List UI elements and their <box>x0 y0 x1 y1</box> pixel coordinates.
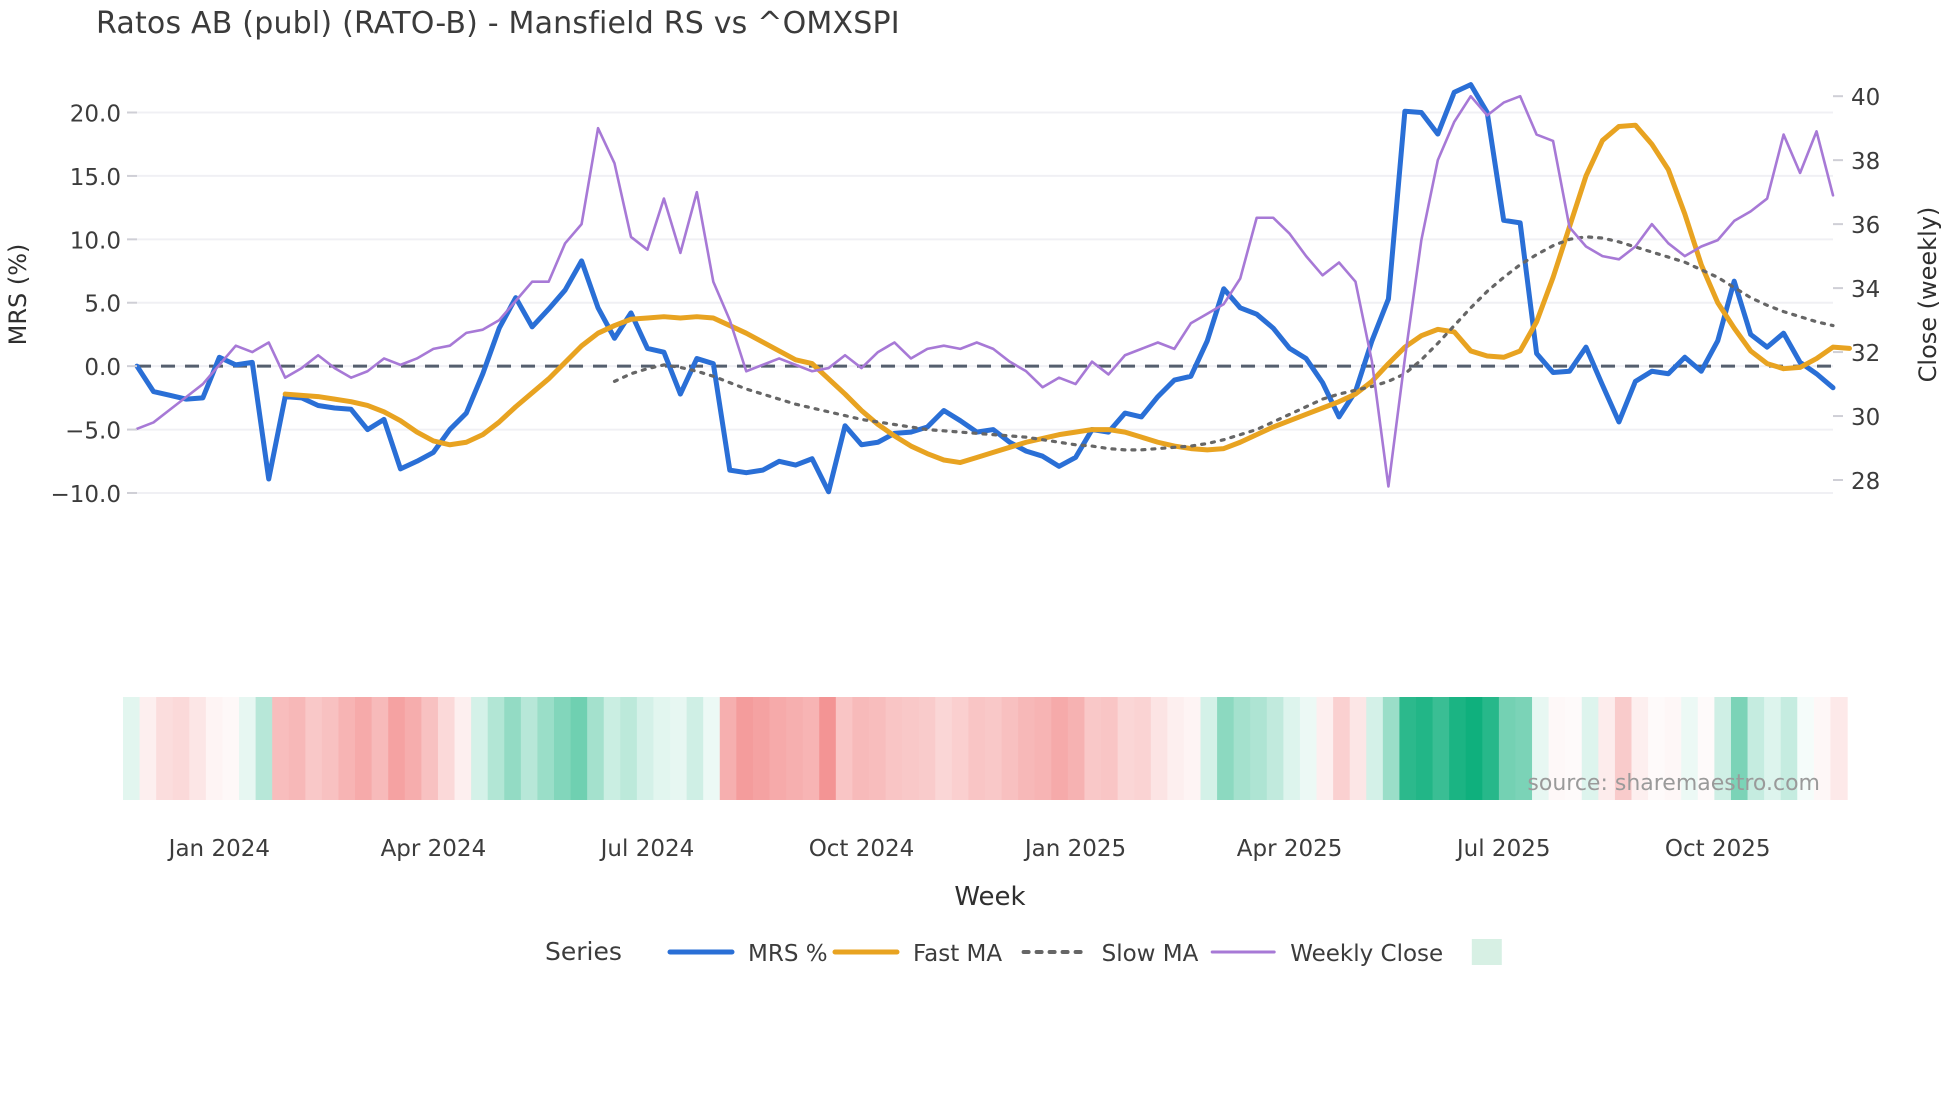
legend-item-swatch[interactable] <box>1471 939 1502 965</box>
x-axis-title: Week <box>954 882 1025 912</box>
legend-label: Fast MA <box>913 941 1002 967</box>
svg-text:36: 36 <box>1851 213 1880 239</box>
legend-item-mrs[interactable]: MRS % <box>667 941 828 967</box>
series-line-slow-ma <box>612 235 1835 452</box>
series-line-fast-ma <box>282 122 1852 466</box>
svg-text:15.0: 15.0 <box>70 165 121 191</box>
svg-text:Jan 2024: Jan 2024 <box>167 836 270 862</box>
legend-title: Series <box>545 937 622 966</box>
svg-text:Jul 2024: Jul 2024 <box>599 836 695 862</box>
svg-text:38: 38 <box>1851 149 1880 175</box>
svg-text:20.0: 20.0 <box>70 102 121 128</box>
svg-text:Oct 2024: Oct 2024 <box>809 836 915 862</box>
svg-text:Jan 2025: Jan 2025 <box>1023 836 1126 862</box>
source-attribution: source: sharemaestro.com <box>1527 771 1820 796</box>
left-axis-title: MRS (%) <box>4 244 32 346</box>
svg-text:Apr 2025: Apr 2025 <box>1237 836 1343 862</box>
legend-item-fast-ma[interactable]: Fast MA <box>832 941 1002 967</box>
legend-label: Weekly Close <box>1290 941 1443 967</box>
right-axis-tick-labels: 40 38 36 34 32 30 28 <box>1833 85 1880 495</box>
svg-text:30: 30 <box>1851 405 1880 431</box>
svg-text:10.0: 10.0 <box>70 228 121 254</box>
svg-text:0.0: 0.0 <box>84 355 121 381</box>
legend-item-slow-ma[interactable]: Slow MA <box>1021 941 1199 967</box>
svg-text:32: 32 <box>1851 341 1880 367</box>
legend-label: Slow MA <box>1102 941 1199 967</box>
svg-text:Apr 2024: Apr 2024 <box>381 836 487 862</box>
svg-text:34: 34 <box>1851 277 1880 303</box>
svg-text:Jul 2025: Jul 2025 <box>1455 836 1551 862</box>
right-axis-title: Close (weekly) <box>1914 207 1942 383</box>
svg-text:−10.0: −10.0 <box>51 482 121 508</box>
series-line-mrs <box>134 82 1836 495</box>
chart-legend: Series MRS % Fast MA Slow MA Weekly Close <box>545 937 1502 967</box>
legend-label: MRS % <box>748 941 828 967</box>
svg-text:40: 40 <box>1851 85 1880 111</box>
svg-text:5.0: 5.0 <box>84 292 121 318</box>
legend-item-weekly-close[interactable]: Weekly Close <box>1210 941 1443 967</box>
x-axis-tick-labels: Jan 2024 Apr 2024 Jul 2024 Oct 2024 Jan 2025… <box>167 836 1771 862</box>
series-line-weekly-close <box>135 94 1835 488</box>
axis-titles: MRS (%) Close (weekly) Week <box>4 207 1942 912</box>
svg-text:−5.0: −5.0 <box>65 419 121 445</box>
series-lines <box>134 82 1852 495</box>
chart-title: Ratos AB (publ) (RATO-B) - Mansfield RS … <box>96 6 900 41</box>
source-label: source: sharemaestro.com <box>1527 771 1820 796</box>
svg-text:28: 28 <box>1851 469 1880 495</box>
left-axis-tick-labels: 20.0 15.0 10.0 5.0 0.0 −5.0 −10.0 <box>51 102 137 508</box>
svg-text:Oct 2025: Oct 2025 <box>1665 836 1771 862</box>
momentum-heatmap-strip <box>123 697 1848 800</box>
